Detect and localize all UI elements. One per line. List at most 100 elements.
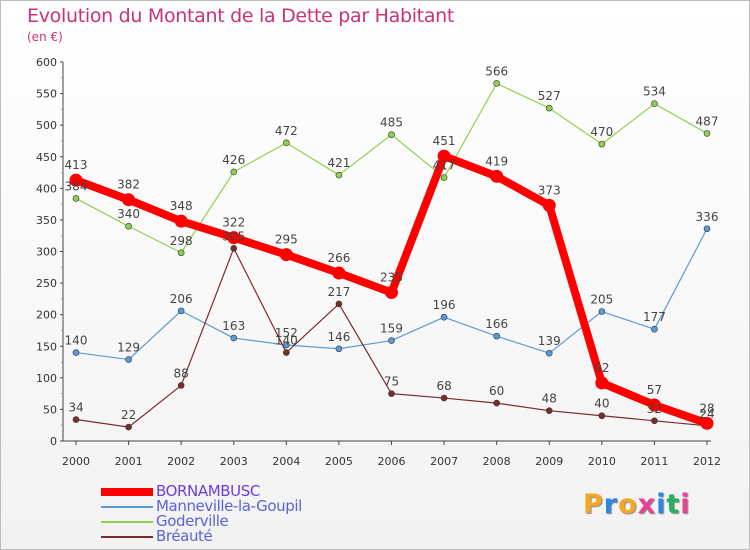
data-label: 472 xyxy=(275,124,298,138)
data-point xyxy=(177,307,185,315)
data-label: 159 xyxy=(380,322,403,336)
y-tick-label: 250 xyxy=(36,277,57,290)
data-label: 340 xyxy=(117,207,140,221)
x-tick-label: 2003 xyxy=(220,455,248,468)
data-label: 527 xyxy=(538,89,561,103)
y-tick-label: 0 xyxy=(50,435,57,448)
data-label: 57 xyxy=(647,383,662,397)
logo-letter: o xyxy=(618,489,638,520)
data-point xyxy=(542,198,556,212)
logo-letter: r xyxy=(603,489,619,520)
data-label: 48 xyxy=(542,392,557,406)
data-label: 75 xyxy=(384,375,399,389)
data-label: 487 xyxy=(696,114,719,128)
data-point xyxy=(283,139,290,147)
data-label: 28 xyxy=(699,401,714,415)
data-point xyxy=(703,130,711,137)
data-point xyxy=(385,286,398,300)
data-point xyxy=(440,174,448,181)
series-line-goderville xyxy=(75,82,708,254)
data-point xyxy=(437,149,451,163)
legend-swatch xyxy=(101,488,153,496)
data-point xyxy=(72,195,80,202)
data-label: 163 xyxy=(222,319,245,333)
data-point xyxy=(545,407,553,414)
data-label: 295 xyxy=(275,233,298,247)
data-point xyxy=(72,349,80,356)
data-point xyxy=(598,140,606,148)
data-label: 235 xyxy=(380,271,403,285)
logo-letter: t xyxy=(666,489,681,520)
data-point xyxy=(651,325,658,333)
x-tick-label: 2011 xyxy=(640,455,668,468)
data-point xyxy=(388,337,395,344)
data-point xyxy=(493,80,500,87)
y-tick-label: 300 xyxy=(36,246,57,259)
data-label: 373 xyxy=(538,183,561,197)
data-label: 382 xyxy=(117,178,140,192)
logo-letter: P xyxy=(583,489,604,520)
chart-unit-label: (en €) xyxy=(27,30,63,44)
data-label: 417 xyxy=(433,159,456,173)
data-label: 92 xyxy=(594,361,609,375)
data-label: 88 xyxy=(174,366,189,380)
data-label: 205 xyxy=(590,293,613,307)
data-point xyxy=(335,171,343,179)
data-label: 384 xyxy=(65,179,88,193)
y-tick-label: 50 xyxy=(43,403,57,416)
legend-swatch xyxy=(101,521,153,523)
legend-label: BORNAMBUSC xyxy=(156,482,260,500)
data-label: 298 xyxy=(170,234,193,248)
x-tick-label: 2004 xyxy=(272,455,300,468)
logo-letter: x xyxy=(637,489,657,520)
data-label: 196 xyxy=(433,298,456,312)
data-point xyxy=(279,248,293,262)
data-label: 305 xyxy=(222,229,245,243)
y-tick-label: 400 xyxy=(36,182,57,195)
data-label: 60 xyxy=(489,384,504,398)
data-point xyxy=(332,266,346,280)
logo-letter: i xyxy=(656,489,667,520)
data-point xyxy=(227,231,241,245)
series-lines xyxy=(72,80,711,431)
x-tick-label: 2002 xyxy=(167,455,195,468)
data-label: 206 xyxy=(170,292,193,306)
data-label: 24 xyxy=(699,407,714,421)
x-tick-label: 2012 xyxy=(693,455,721,468)
data-point xyxy=(493,332,500,340)
data-point xyxy=(125,356,132,363)
data-point xyxy=(177,382,185,389)
data-point xyxy=(440,394,448,402)
data-label: 470 xyxy=(590,125,613,139)
data-label: 129 xyxy=(117,341,140,355)
logo-letter: i xyxy=(680,489,691,520)
data-label: 152 xyxy=(275,326,298,340)
x-tick-label: 2008 xyxy=(483,455,511,468)
data-label: 32 xyxy=(647,402,662,416)
data-point xyxy=(230,168,238,176)
y-tick-label: 200 xyxy=(36,309,57,322)
data-point xyxy=(703,225,711,233)
data-point xyxy=(493,399,500,407)
data-label: 34 xyxy=(68,401,83,415)
x-tick-label: 2000 xyxy=(62,455,90,468)
data-point xyxy=(651,417,658,425)
data-label: 146 xyxy=(327,330,350,344)
data-label: 451 xyxy=(433,134,456,148)
data-point xyxy=(647,398,661,412)
legend-label: Manneville-la-Goupil xyxy=(156,497,302,515)
x-tick-label: 2006 xyxy=(378,455,406,468)
y-tick-label: 450 xyxy=(36,151,57,164)
y-tick-label: 550 xyxy=(36,88,57,101)
chart-axes: 0 50 100 150 200 250 300 350 400 450 500 550 600 2000… xyxy=(36,56,721,468)
data-point xyxy=(545,349,553,357)
data-point xyxy=(177,249,185,257)
data-point xyxy=(125,222,132,230)
data-label: 421 xyxy=(327,156,350,170)
x-tick-label: 2010 xyxy=(588,455,616,468)
legend-label: Goderville xyxy=(156,512,229,530)
x-tick-label: 2007 xyxy=(430,455,458,468)
data-point xyxy=(69,173,83,187)
data-label: 217 xyxy=(327,285,350,299)
